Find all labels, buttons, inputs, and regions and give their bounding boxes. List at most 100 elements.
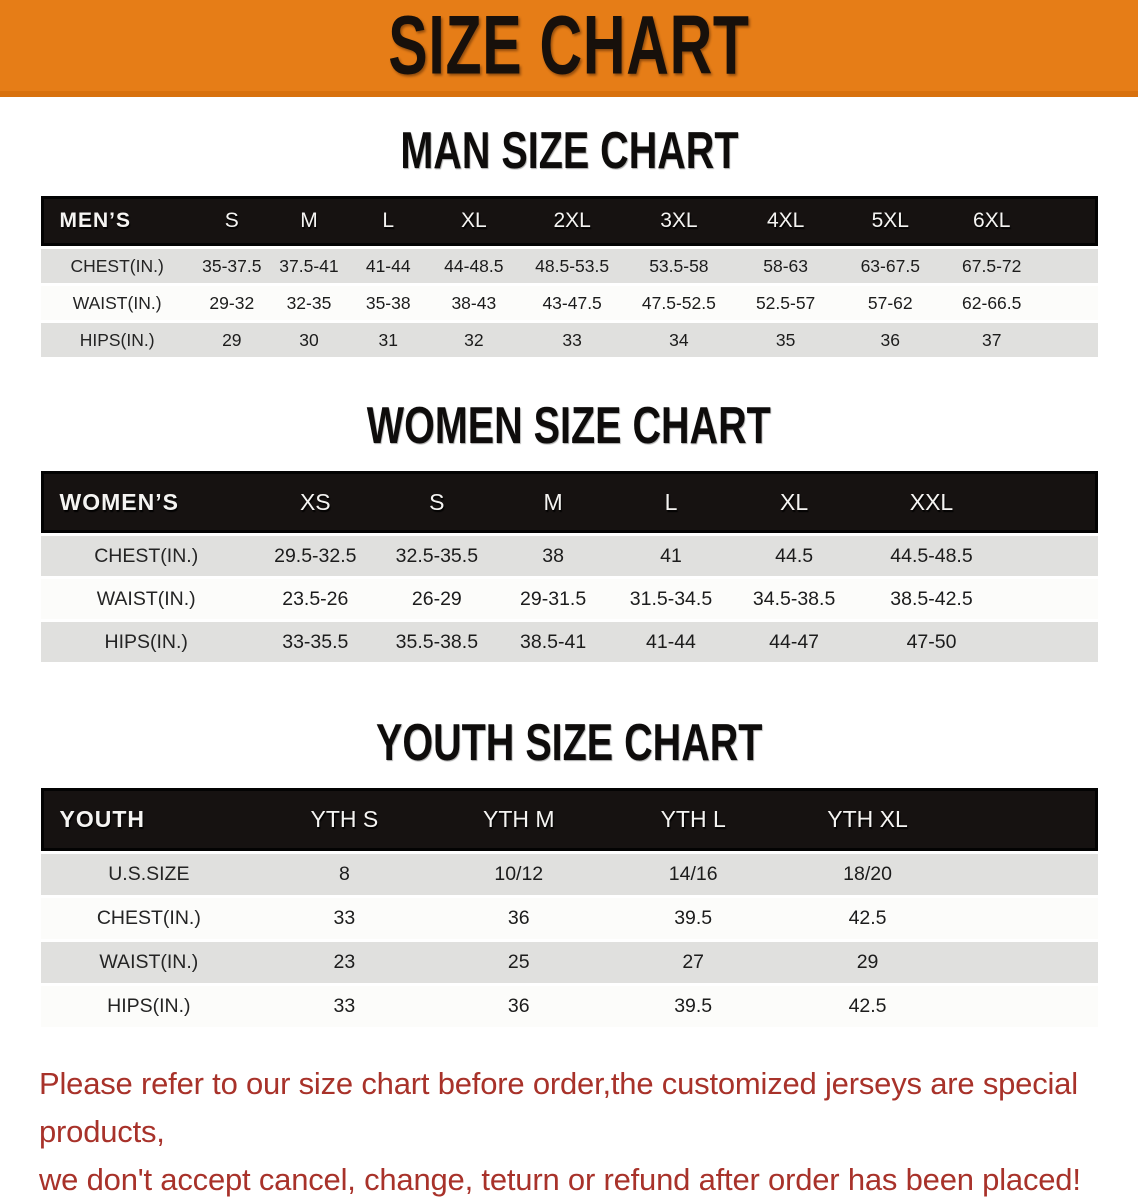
size-value-cell: 58-63 — [732, 249, 839, 283]
size-value-cell: 29 — [193, 323, 270, 357]
size-value-cell: 36 — [838, 323, 943, 357]
size-value-cell: 23.5-26 — [251, 579, 379, 619]
size-value-cell: 42.5 — [780, 986, 955, 1027]
disclaimer-line-2: we don't accept cancel, change, teturn o… — [39, 1162, 1081, 1198]
size-value-cell: 32-35 — [269, 286, 349, 320]
row-label: WAIST(IN.) — [40, 942, 258, 983]
size-value-cell: 34.5-38.5 — [730, 579, 858, 619]
size-value-cell: 42.5 — [780, 898, 955, 939]
size-value-cell: 53.5-58 — [624, 249, 733, 283]
women-chest-row: CHEST(IN.) 29.5-32.5 32.5-35.5 38 41 44.… — [40, 536, 1098, 576]
row-label: HIPS(IN.) — [40, 622, 252, 662]
youth-waist-row: WAIST(IN.) 23 25 27 29 — [40, 942, 1098, 983]
row-label: HIPS(IN.) — [40, 323, 194, 357]
size-value-cell: 57-62 — [838, 286, 943, 320]
row-filler — [954, 898, 1098, 939]
row-filler — [954, 854, 1098, 895]
men-col-header: XL — [428, 196, 520, 246]
size-value-cell: 35-37.5 — [193, 249, 270, 283]
women-header-filler — [1005, 471, 1098, 533]
size-value-cell: 44-47 — [730, 622, 858, 662]
men-col-header: 3XL — [624, 196, 733, 246]
women-col-header: XS — [251, 471, 379, 533]
men-col-header: 6XL — [942, 196, 1042, 246]
row-filler — [1041, 286, 1098, 320]
youth-hips-row: HIPS(IN.) 33 36 39.5 42.5 — [40, 986, 1098, 1027]
size-value-cell: 38.5-42.5 — [857, 579, 1006, 619]
men-hips-row: HIPS(IN.) 29 30 31 32 33 34 35 36 37 — [40, 323, 1098, 357]
size-value-cell: 35 — [732, 323, 839, 357]
men-table-header-row: MEN’S S M L XL 2XL 3XL 4XL 5XL 6XL — [40, 196, 1098, 246]
size-value-cell: 36 — [431, 898, 606, 939]
women-size-table: WOMEN’S XS S M L XL XXL CHEST(IN.) 29.5-… — [40, 468, 1098, 665]
disclaimer-line-1: Please refer to our size chart before or… — [39, 1066, 1078, 1150]
youth-section-heading-text: YOUTH SIZE CHART — [375, 714, 763, 772]
size-value-cell: 33-35.5 — [251, 622, 379, 662]
size-value-cell: 36 — [431, 986, 606, 1027]
men-col-header: L — [348, 196, 429, 246]
youth-col-header: YTH S — [257, 788, 432, 851]
row-filler — [1005, 536, 1098, 576]
size-value-cell: 8 — [257, 854, 432, 895]
size-value-cell: 52.5-57 — [732, 286, 839, 320]
size-value-cell: 25 — [431, 942, 606, 983]
men-col-header: 2XL — [519, 196, 625, 246]
size-value-cell: 18/20 — [780, 854, 955, 895]
row-filler — [1005, 622, 1098, 662]
size-value-cell: 43-47.5 — [519, 286, 625, 320]
size-value-cell: 39.5 — [605, 986, 781, 1027]
row-label: WAIST(IN.) — [40, 579, 252, 619]
size-value-cell: 44.5 — [730, 536, 858, 576]
size-value-cell: 32 — [428, 323, 520, 357]
youth-col-header: YTH XL — [780, 788, 955, 851]
row-filler — [1041, 249, 1098, 283]
youth-header-filler — [954, 788, 1098, 851]
size-value-cell: 38.5-41 — [494, 622, 612, 662]
men-col-header: 5XL — [838, 196, 943, 246]
size-value-cell: 39.5 — [605, 898, 781, 939]
size-value-cell: 26-29 — [378, 579, 495, 619]
women-section-heading-text: WOMEN SIZE CHART — [367, 397, 771, 455]
size-value-cell: 47-50 — [857, 622, 1006, 662]
size-value-cell: 37 — [942, 323, 1042, 357]
youth-col-header: YTH L — [605, 788, 781, 851]
women-col-header: L — [611, 471, 731, 533]
men-section-heading: MAN SIZE CHART — [0, 125, 1138, 177]
size-value-cell: 35.5-38.5 — [378, 622, 495, 662]
men-col-header: 4XL — [732, 196, 839, 246]
size-value-cell: 29-32 — [193, 286, 270, 320]
row-label: U.S.SIZE — [40, 854, 258, 895]
women-col-header: S — [378, 471, 495, 533]
men-size-table: MEN’S S M L XL 2XL 3XL 4XL 5XL 6XL CHEST… — [40, 193, 1098, 360]
men-section-heading-text: MAN SIZE CHART — [399, 122, 739, 180]
size-value-cell: 67.5-72 — [942, 249, 1042, 283]
men-header-filler — [1041, 196, 1098, 246]
size-chart-banner: SIZE CHART — [0, 0, 1138, 97]
size-value-cell: 34 — [624, 323, 733, 357]
youth-table-header-row: YOUTH YTH S YTH M YTH L YTH XL — [40, 788, 1098, 851]
women-col-header: XL — [730, 471, 858, 533]
row-label: WAIST(IN.) — [40, 286, 194, 320]
size-value-cell: 35-38 — [348, 286, 429, 320]
size-value-cell: 44.5-48.5 — [857, 536, 1006, 576]
size-value-cell: 33 — [257, 898, 432, 939]
size-value-cell: 33 — [257, 986, 432, 1027]
youth-chest-row: CHEST(IN.) 33 36 39.5 42.5 — [40, 898, 1098, 939]
women-col-header: XXL — [857, 471, 1006, 533]
size-value-cell: 33 — [519, 323, 625, 357]
women-hips-row: HIPS(IN.) 33-35.5 35.5-38.5 38.5-41 41-4… — [40, 622, 1098, 662]
size-value-cell: 62-66.5 — [942, 286, 1042, 320]
row-label: CHEST(IN.) — [40, 898, 258, 939]
size-value-cell: 37.5-41 — [269, 249, 349, 283]
size-value-cell: 38 — [494, 536, 612, 576]
size-value-cell: 32.5-35.5 — [378, 536, 495, 576]
size-value-cell: 31.5-34.5 — [611, 579, 731, 619]
size-value-cell: 44-48.5 — [428, 249, 520, 283]
women-table-header-row: WOMEN’S XS S M L XL XXL — [40, 471, 1098, 533]
men-waist-row: WAIST(IN.) 29-32 32-35 35-38 38-43 43-47… — [40, 286, 1098, 320]
row-label: CHEST(IN.) — [40, 536, 252, 576]
row-filler — [954, 942, 1098, 983]
size-value-cell: 48.5-53.5 — [519, 249, 625, 283]
row-filler — [1041, 323, 1098, 357]
row-label: HIPS(IN.) — [40, 986, 258, 1027]
